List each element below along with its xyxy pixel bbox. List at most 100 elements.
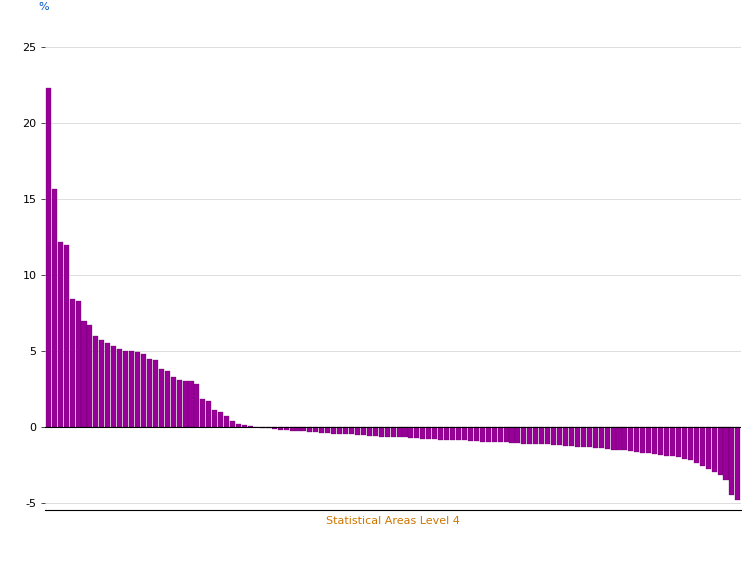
Bar [569, 427, 574, 446]
Bar [385, 427, 389, 437]
Bar [82, 320, 86, 427]
Bar [230, 421, 235, 427]
Bar [248, 426, 253, 427]
Bar [462, 427, 467, 441]
Bar [456, 427, 461, 441]
Bar [260, 427, 265, 428]
Bar [171, 376, 175, 427]
Bar [236, 424, 241, 427]
Bar [522, 427, 526, 443]
Bar [736, 427, 740, 500]
Bar [491, 427, 497, 442]
Bar [408, 427, 414, 438]
Bar [93, 336, 98, 427]
Bar [622, 427, 627, 450]
Bar [658, 427, 663, 455]
Bar [450, 427, 455, 441]
Bar [135, 353, 140, 427]
Bar [670, 427, 675, 456]
Bar [224, 416, 229, 427]
Bar [682, 427, 687, 459]
Bar [539, 427, 544, 445]
Bar [485, 427, 491, 442]
Bar [397, 427, 401, 438]
Bar [379, 427, 384, 437]
Bar [70, 299, 75, 427]
Bar [575, 427, 580, 447]
Bar [123, 351, 128, 427]
Bar [611, 427, 615, 450]
Bar [177, 380, 181, 427]
Bar [46, 88, 51, 427]
Bar [271, 427, 277, 429]
Bar [325, 427, 330, 433]
Bar [242, 425, 247, 427]
Bar [688, 427, 693, 460]
Bar [355, 427, 360, 435]
Bar [200, 400, 206, 427]
Bar [474, 427, 479, 441]
Bar [581, 427, 586, 447]
Bar [361, 427, 366, 435]
Bar [723, 427, 729, 480]
Bar [652, 427, 657, 454]
Bar [277, 427, 283, 430]
Bar [587, 427, 592, 447]
Bar [497, 427, 503, 442]
Bar [349, 427, 354, 434]
Bar [711, 427, 717, 472]
Bar [367, 427, 372, 436]
Bar [616, 427, 621, 450]
Bar [99, 340, 104, 427]
Bar [432, 427, 437, 439]
Bar [634, 427, 640, 452]
Bar [343, 427, 348, 434]
Bar [694, 427, 699, 463]
Bar [182, 381, 187, 427]
Bar [480, 427, 485, 442]
Bar [628, 427, 634, 451]
Bar [319, 427, 324, 433]
Bar [88, 325, 92, 427]
Bar [296, 427, 301, 431]
Bar [64, 245, 69, 427]
X-axis label: Statistical Areas Level 4: Statistical Areas Level 4 [326, 516, 460, 526]
Bar [640, 427, 646, 452]
Bar [557, 427, 562, 445]
Bar [599, 427, 604, 448]
Bar [503, 427, 509, 442]
Bar [129, 351, 134, 427]
Bar [426, 427, 432, 439]
Text: %: % [39, 2, 49, 12]
Bar [676, 427, 681, 457]
Bar [700, 427, 705, 466]
Bar [105, 344, 110, 427]
Bar [533, 427, 538, 443]
Bar [153, 360, 158, 427]
Bar [528, 427, 532, 443]
Bar [402, 427, 407, 438]
Bar [308, 427, 312, 432]
Bar [194, 384, 200, 427]
Bar [373, 427, 378, 436]
Bar [593, 427, 598, 448]
Bar [141, 354, 146, 427]
Bar [337, 427, 342, 434]
Bar [284, 427, 289, 430]
Bar [76, 301, 81, 427]
Bar [605, 427, 609, 449]
Bar [212, 410, 217, 427]
Bar [302, 427, 306, 431]
Bar [563, 427, 568, 446]
Bar [444, 427, 449, 440]
Bar [188, 381, 194, 427]
Bar [664, 427, 669, 456]
Bar [206, 401, 212, 427]
Bar [331, 427, 336, 434]
Bar [147, 358, 152, 427]
Bar [468, 427, 473, 441]
Bar [111, 346, 116, 427]
Bar [117, 349, 122, 427]
Bar [391, 427, 395, 438]
Bar [551, 427, 556, 445]
